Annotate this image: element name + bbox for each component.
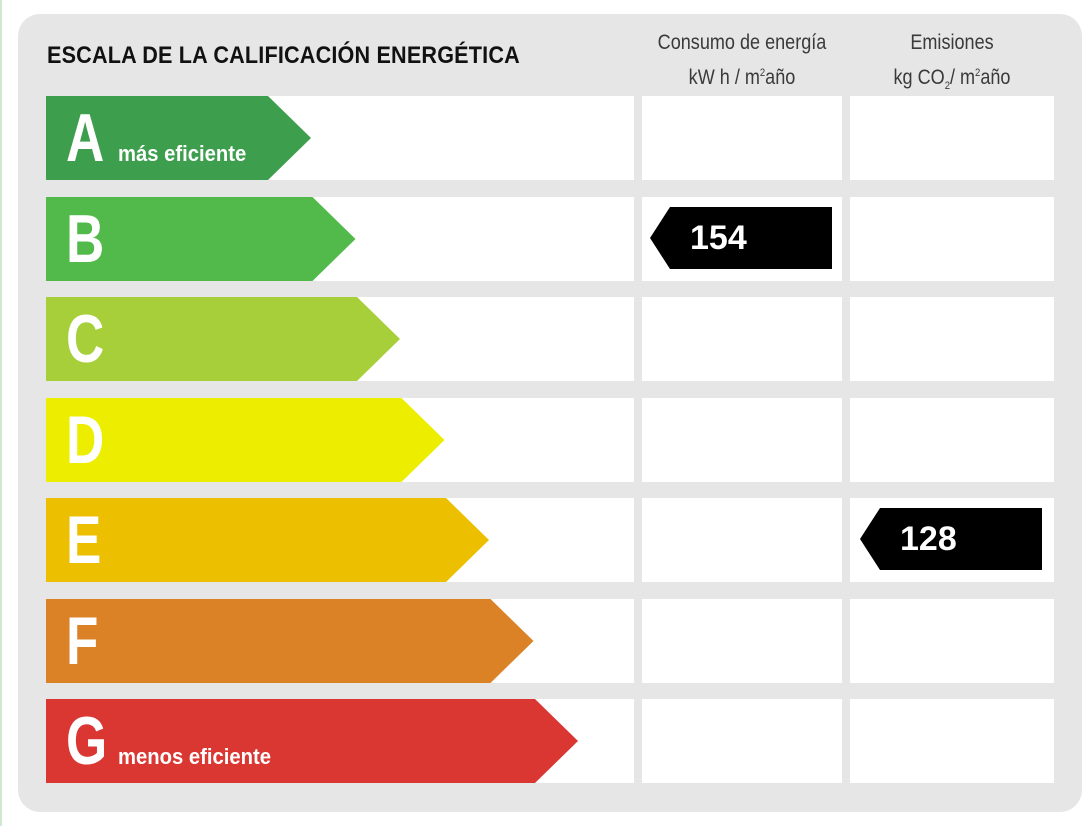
- rating-bar-d: D: [46, 398, 445, 482]
- emissions-column-header: Emisiones kg CO2/ m2año: [864, 28, 1039, 101]
- rating-letter-b: B: [66, 201, 105, 277]
- rating-sublabel-g: menos eficiente: [118, 744, 271, 769]
- emissions-header-line1: Emisiones: [910, 31, 994, 54]
- emissions-rating-indicator: 128: [860, 508, 1042, 570]
- emissions-cell-f: [850, 599, 1054, 683]
- energy-header-line1: Consumo de energía: [657, 31, 827, 54]
- rating-arrow-b: [46, 197, 356, 281]
- energy-cell-d: [642, 398, 842, 482]
- emissions-rating-indicator-value: 128: [900, 520, 957, 558]
- emissions-rating-indicator-arrow: [860, 508, 1042, 570]
- energy-rating-indicator: 154: [650, 207, 832, 269]
- label-title: ESCALA DE LA CALIFICACIÓN ENERGÉTICA: [47, 42, 520, 69]
- energy-cell-f: [642, 599, 842, 683]
- emissions-cell-c: [850, 297, 1054, 381]
- rating-letter-d: D: [66, 402, 105, 478]
- emissions-cell-d: [850, 398, 1054, 482]
- rating-arrow-c: [46, 297, 400, 381]
- rating-letter-f: F: [66, 603, 99, 679]
- rating-arrow-a: [46, 96, 311, 180]
- rating-arrow-f: [46, 599, 534, 683]
- energy-rating-indicator-value: 154: [690, 219, 747, 257]
- energy-column-header: Consumo de energía kW h / m2año: [656, 28, 828, 93]
- emissions-header-line2: kg CO2/ m2año: [893, 66, 1011, 93]
- page-edge: [0, 0, 2, 826]
- emissions-cell-g: [850, 699, 1054, 783]
- rating-sublabel-a: más eficiente: [118, 141, 247, 166]
- rating-arrow-d: [46, 398, 445, 482]
- rating-letter-e: E: [66, 502, 102, 578]
- rating-arrow-g: [46, 699, 578, 783]
- rating-letter-g: G: [66, 703, 108, 779]
- rating-bar-b: B: [46, 197, 356, 281]
- energy-cell-a: [642, 96, 842, 180]
- rating-letter-c: C: [66, 301, 105, 377]
- rating-arrow-e: [46, 498, 489, 582]
- energy-cell-e: [642, 498, 842, 582]
- energy-header-line2: kW h / m2año: [688, 66, 796, 89]
- emissions-cell-a: [850, 96, 1054, 180]
- rating-letter-a: A: [66, 100, 105, 176]
- rating-bar-e: E: [46, 498, 489, 582]
- energy-rating-indicator-arrow: [650, 207, 832, 269]
- rating-bar-f: F: [46, 599, 534, 683]
- energy-cell-c: [642, 297, 842, 381]
- rating-bar-c: C: [46, 297, 400, 381]
- emissions-cell-b: [850, 197, 1054, 281]
- energy-cell-g: [642, 699, 842, 783]
